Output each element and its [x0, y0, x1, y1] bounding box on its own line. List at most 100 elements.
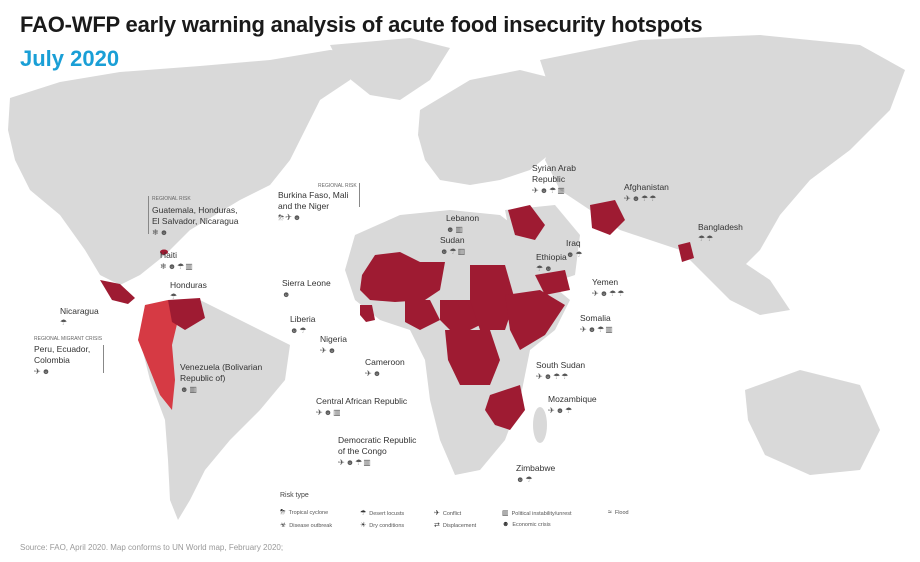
label-text: Syrian Arab Republic [532, 163, 576, 184]
label-haiti: Haiti ❄☻☂▥ [160, 250, 194, 272]
risk-icons: ❄☻ [152, 228, 170, 237]
madagascar [533, 407, 547, 443]
legend-label: Displacement [442, 523, 477, 529]
risk-icons: ☻▥ [446, 225, 464, 234]
label-sierra-leone: Sierra Leone ☻ [282, 278, 331, 300]
legend-label: Tropical cyclone [288, 510, 329, 516]
label-south-sudan: South Sudan ✈☻☂☂ [536, 360, 585, 382]
risk-icons: ☻ [282, 290, 292, 299]
legend-label: Conflict [442, 511, 462, 517]
leader-line [103, 345, 104, 373]
sierra-liberia [360, 305, 375, 322]
label-text: Iraq [566, 238, 581, 248]
displacement-icon: ⇄ [434, 522, 440, 529]
legend-label: Disease outbreak [289, 523, 333, 529]
nigeria-shape [405, 300, 440, 330]
political-icon: ▥ [502, 510, 509, 517]
label-text: Zimbabwe [516, 463, 556, 473]
syria-iraq [508, 205, 545, 240]
label-iraq: Iraq ☻☂ [566, 238, 584, 260]
risk-icons: ☂☂ [698, 234, 715, 243]
legend-title: Risk type [280, 492, 309, 499]
label-drc: Democratic Republic of the Congo ✈☻☂▥ [338, 435, 416, 468]
label-text: Nicaragua [60, 306, 99, 316]
risk-icons: ☻☂ [290, 326, 308, 335]
australia [745, 370, 880, 475]
bangladesh-shape [678, 242, 694, 262]
risk-icons: ✈☻☂☂ [536, 372, 570, 381]
risk-icons: ✈☻☂☂ [592, 289, 626, 298]
map-subtitle: July 2020 [20, 46, 120, 71]
sahel-hotspot [360, 252, 445, 302]
label-text: Peru, Ecuador, Colombia [34, 344, 91, 365]
mozambique-zimbabwe [485, 385, 525, 430]
source-note: Source: FAO, April 2020. Map conforms to… [20, 543, 284, 552]
label-text: Cameroon [365, 357, 405, 367]
risk-icons: ✈☻☂▥ [532, 186, 566, 195]
central-america [100, 280, 135, 304]
drc-shape [445, 330, 500, 385]
label-afghanistan: Afghanistan ✈☻☂☂ [624, 182, 669, 204]
label-text: Liberia [290, 314, 316, 324]
label-text: Afghanistan [624, 182, 669, 192]
europe [418, 70, 570, 185]
risk-icons: ✈☻ [320, 346, 338, 355]
label-text: Ethiopia [536, 252, 567, 262]
label-honduras: Honduras ☂ [170, 280, 207, 302]
yemen-shape [535, 270, 570, 295]
regional-risk-label-ca: REGIONAL RISK [152, 196, 191, 202]
disease-icon: ☣ [280, 522, 287, 529]
regional-risk-label-top: REGIONAL RISK [318, 183, 357, 189]
label-car: Central African Republic ✈☻▥ [316, 396, 407, 418]
southeast-asia [700, 260, 790, 315]
label-burkina-group: Burkina Faso, Mali and the Niger ⛈✈☻ [278, 190, 348, 223]
legend-item: ⇄ Displacement [434, 521, 476, 529]
label-text: Nigeria [320, 334, 347, 344]
label-text: Guatemala, Honduras, El Salvador, Nicara… [152, 205, 239, 226]
risk-icons: ✈☻☂▥ [338, 458, 372, 467]
legend-item: ▥ Political instability/unrest [502, 509, 572, 517]
label-text: Sudan [440, 235, 465, 245]
cyclone-icon: ⛈ [280, 509, 286, 516]
label-text: South Sudan [536, 360, 586, 370]
cuba [136, 237, 164, 243]
dry-icon: ☀ [360, 522, 367, 529]
legend-item: ☻ Economic crisis [502, 521, 551, 528]
risk-icons: ☂ [170, 292, 179, 301]
legend-label: Desert locusts [369, 511, 405, 517]
label-zimbabwe: Zimbabwe ☻☂ [516, 463, 555, 485]
risk-icons: ☻☂▥ [440, 247, 467, 256]
risk-icons: ☂ [60, 318, 69, 327]
peru-ecuador-colombia [138, 300, 178, 410]
label-text: Somalia [580, 313, 611, 323]
legend-label: Flood [614, 510, 629, 516]
label-bangladesh: Bangladesh ☂☂ [698, 222, 743, 244]
map-title: FAO-WFP early warning analysis of acute … [20, 12, 703, 37]
risk-icons: ☻☂ [566, 250, 584, 259]
conflict-icon: ✈ [434, 510, 440, 517]
label-text: Lebanon [446, 213, 480, 223]
label-text: Sierra Leone [282, 278, 331, 288]
risk-icons: ☻▥ [180, 385, 198, 394]
label-mozambique: Mozambique ✈☻☂ [548, 394, 597, 416]
label-text: Burkina Faso, Mali and the Niger [278, 190, 349, 211]
flood-icon: ≈ [608, 509, 612, 516]
label-central-america: Guatemala, Honduras, El Salvador, Nicara… [152, 205, 238, 238]
label-sudan: Sudan ☻☂▥ [440, 235, 466, 257]
label-nicaragua: Nicaragua ☂ [60, 306, 99, 328]
risk-icons: ✈☻ [365, 369, 383, 378]
legend-label: Economic crisis [512, 522, 551, 528]
economic-icon: ☻ [502, 521, 510, 528]
venezuela-shape [168, 298, 205, 330]
label-cameroon: Cameroon ✈☻ [365, 357, 405, 379]
legend-item: ☀ Dry conditions [360, 521, 404, 529]
leader-line [359, 183, 360, 207]
risk-icons: ✈☻☂☂ [624, 194, 658, 203]
legend-item: ⛈ Tropical cyclone [280, 509, 328, 517]
risk-icons: ✈☻☂▥ [580, 325, 614, 334]
locust-icon: ☂ [360, 510, 367, 517]
label-lebanon: Lebanon ☻▥ [446, 213, 479, 235]
regional-migrant-label: REGIONAL MIGRANT CRISIS [34, 336, 103, 342]
ethiopia-somalia [505, 290, 565, 350]
